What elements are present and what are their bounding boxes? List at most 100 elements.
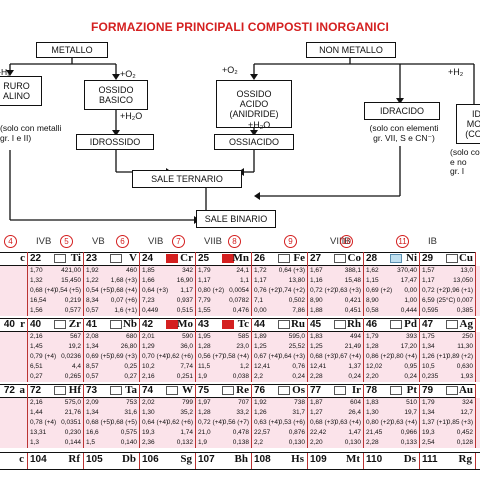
element-cell-co: 27 Co 1,67 1,16 0,72 (+2) 8,90 1,88 388,1 15,48 0…	[308, 252, 364, 316]
element-property-value: 0,68 (+3)	[310, 353, 337, 360]
crystal-structure-icon	[110, 254, 122, 263]
element-property-value: 10,5	[422, 363, 435, 370]
element-cell-os: 76 Os 1,92 1,26 0,63 (+4) 22,57 2,2 738 31,7 0,53…	[252, 384, 308, 448]
table-row-band	[0, 266, 480, 316]
element-cell-ni: 28 Ni 1,62 1,15 0,69 (+2) 8,90 0,58 370,40 17,47…	[364, 252, 420, 316]
element-symbol: Nb	[122, 318, 137, 330]
element-property-value: 1,9	[198, 373, 208, 380]
element-property-value: 0,56 (+7)	[222, 419, 249, 426]
group-number-circle: 6	[116, 235, 129, 248]
plus-h2-left: +H₂	[0, 67, 11, 77]
element-property-value: 1,88	[310, 307, 323, 314]
element-property-value: 753	[126, 399, 137, 406]
element-number: 27	[310, 253, 322, 264]
element-number: 78	[366, 385, 378, 396]
element-property-value: 12,02	[366, 363, 383, 370]
element-cell-rh: 45 Rh 1,83 1,25 0,68 (+3) 12,41 2,28 494 21,49 0,…	[308, 318, 364, 382]
element-property-value: 250	[462, 333, 473, 340]
element-cell-cr: 24 Cr 1,85 1,66 0,64 (+3) 7,23 0,449 342 16,90 1,…	[140, 252, 196, 316]
element-symbol: Mt	[345, 453, 360, 465]
element-property-value: 510	[406, 399, 417, 406]
ossido-basico-box: OSSIDO BASICO	[84, 80, 148, 110]
element-property-value: 0,937	[176, 297, 193, 304]
element-symbol: Fe	[293, 252, 305, 264]
element-property-value: 1,5	[86, 439, 96, 446]
element-property-value: 1,75	[422, 333, 435, 340]
element-property-value: 590	[182, 333, 193, 340]
element-property-value: 460	[126, 267, 137, 274]
crystal-structure-icon	[110, 386, 122, 395]
element-property-value: 13,050	[453, 277, 473, 284]
element-number: 107	[198, 454, 215, 465]
element-property-value: 11,5	[198, 363, 211, 370]
element-number: 106	[142, 454, 159, 465]
element-property-value: 0,230	[64, 429, 81, 436]
element-property-value: 17,20	[400, 343, 417, 350]
element-property-value: 1,92	[86, 267, 99, 274]
element-property-value: 0,235	[422, 373, 439, 380]
element-property-value: 1,95	[198, 333, 211, 340]
element-symbol: V	[129, 252, 137, 264]
element-property-value: 1,68 (+3)	[110, 277, 137, 284]
element-property-value: 0,130	[344, 439, 361, 446]
element-number: 44	[254, 319, 266, 330]
table-row-band	[0, 332, 480, 382]
flow-diagram-lines	[6, 56, 475, 224]
element-property-value: 0,67 (+4)	[334, 353, 361, 360]
element-property-value: 799	[182, 399, 193, 406]
element-property-value: 1,55	[198, 307, 211, 314]
element-property-value: 1,2	[239, 363, 249, 370]
idruro-salino-box: RURO ALINO	[0, 76, 42, 106]
plus-o2-right: +O₂	[222, 65, 238, 75]
crystal-structure-icon	[334, 386, 346, 395]
crystal-structure-icon	[446, 320, 458, 329]
element-property-value: 0,68 (+4)	[110, 287, 137, 294]
element-property-value: 1,66	[142, 277, 155, 284]
element-symbol: Rf	[68, 453, 80, 465]
element-property-value: 324	[462, 399, 473, 406]
element-number: 42	[142, 319, 154, 330]
element-property-value: 0,95	[404, 363, 417, 370]
element-property-value: 0,128	[456, 439, 473, 446]
crystal-structure-icon	[222, 320, 234, 329]
element-symbol: Zr	[68, 318, 81, 330]
element-number: 24	[142, 253, 154, 264]
element-property-value: 0,0236	[61, 353, 81, 360]
element-number: 28	[366, 253, 378, 264]
element-property-value: 1,44	[30, 409, 43, 416]
element-property-value: 2,36	[142, 439, 155, 446]
element-property-value: 680	[126, 333, 137, 340]
element-property-value: 0,68 (+4)	[30, 287, 57, 294]
group-number-circle: 11	[396, 235, 409, 248]
element-number: 45	[310, 319, 322, 330]
element-property-value: 2,16	[30, 399, 43, 406]
element-property-value: 16,6	[86, 429, 99, 436]
element-property-value: 0,74 (+2)	[278, 287, 305, 294]
element-number: 74	[142, 385, 154, 396]
crystal-structure-icon	[54, 320, 66, 329]
crystal-structure-icon	[446, 254, 458, 263]
element-symbol: r	[20, 318, 25, 330]
element-property-value: 0,452	[456, 429, 473, 436]
element-symbol: Cu	[458, 252, 473, 264]
element-property-value: 1,62	[366, 267, 379, 274]
element-property-value: 0,07 (+6)	[110, 297, 137, 304]
element-symbol: Ru	[290, 318, 305, 330]
element-property-value: 370,40	[397, 267, 417, 274]
element-property-value: 0,27	[30, 373, 43, 380]
element-property-value: 19,7	[404, 409, 417, 416]
element-property-value: 2,2	[254, 439, 264, 446]
crystal-structure-icon	[222, 254, 234, 263]
element-number: 109	[310, 454, 327, 465]
element-property-value: 10,2	[142, 363, 155, 370]
element-property-value: 0,63 (+4)	[254, 419, 281, 426]
element-property-value: 0,78 (+4)	[30, 419, 57, 426]
element-cell-pd: 46 Pd 1,79 1,28 0,86 (+2) 12,02 2,20 393 17,20 0,…	[364, 318, 420, 382]
group-number-circle: 7	[172, 235, 185, 248]
element-property-value: 16,54	[30, 297, 47, 304]
element-property-value: 2,20	[310, 439, 323, 446]
element-property-value: 0,24	[404, 373, 417, 380]
element-number: 23	[86, 253, 98, 264]
element-property-value: 0,00	[254, 307, 267, 314]
element-cell-pt: 78 Pt 1,83 1,30 0,80 (+2) 21,45 2,28 510 19,7 0,6…	[364, 384, 420, 448]
